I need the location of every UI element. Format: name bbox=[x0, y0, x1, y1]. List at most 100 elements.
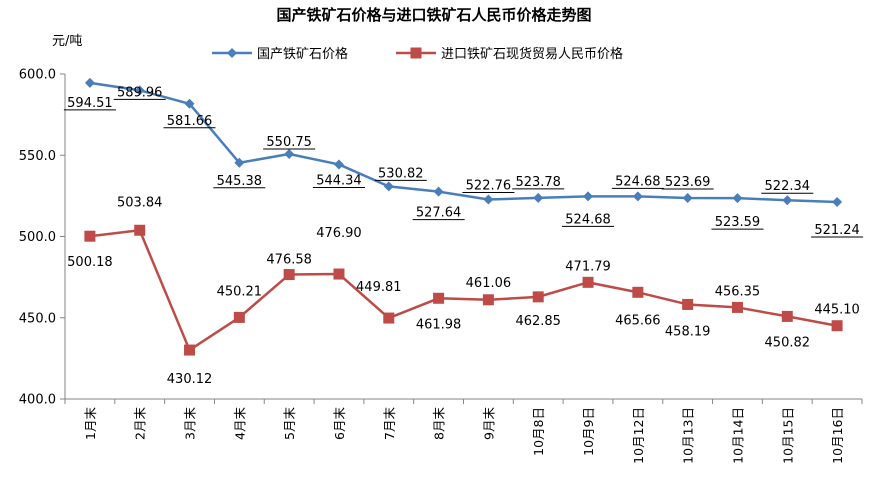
data-point-diamond bbox=[134, 85, 145, 96]
data-label: 550.75 bbox=[266, 135, 312, 150]
data-point-diamond bbox=[682, 193, 693, 204]
x-tick-label: 10月12日 bbox=[631, 407, 646, 464]
y-axis-unit-label: 元/吨 bbox=[52, 34, 82, 49]
data-label: 445.10 bbox=[814, 303, 860, 318]
data-point-square bbox=[383, 312, 395, 324]
x-tick-label: 9月末 bbox=[481, 407, 496, 440]
data-label: 545.38 bbox=[217, 174, 263, 189]
data-point-square bbox=[682, 298, 694, 310]
legend-item-import: 进口铁矿石现货贸易人民币价格 bbox=[396, 46, 623, 62]
x-tick-label: 6月末 bbox=[332, 407, 347, 440]
chart-title: 国产铁矿石价格与进口铁矿石人民币价格走势图 bbox=[276, 6, 591, 24]
axes: 400.0 450.0 500.0 550.0 600.0 1月末 2月末 3月末 4月末 5月末… bbox=[19, 68, 863, 464]
data-point-square bbox=[781, 310, 793, 322]
x-tick-label: 8月末 bbox=[432, 407, 447, 440]
data-point-diamond bbox=[782, 195, 793, 206]
data-label: 430.12 bbox=[167, 372, 213, 387]
data-label: 522.34 bbox=[765, 179, 811, 194]
data-point-square bbox=[84, 230, 96, 242]
data-label: 456.35 bbox=[715, 284, 761, 299]
data-point-square bbox=[433, 292, 445, 304]
data-point-square bbox=[333, 268, 345, 280]
data-label: 530.82 bbox=[378, 166, 424, 181]
series-domestic: 594.51 589.96 581.66 545.38 550.75 544.34 530.… bbox=[63, 77, 864, 238]
data-label: 523.78 bbox=[515, 175, 561, 190]
data-label: 544.34 bbox=[316, 173, 362, 188]
x-tick-label: 3月末 bbox=[183, 407, 198, 440]
series-line bbox=[89, 229, 838, 352]
y-tick-label: 400.0 bbox=[19, 393, 56, 408]
x-tick-label: 1月末 bbox=[83, 407, 98, 440]
series-import: 500.18 503.84 430.12 450.21 476.58 476.90 449.… bbox=[67, 195, 860, 387]
data-point-square bbox=[134, 224, 146, 236]
data-label: 594.51 bbox=[67, 96, 113, 111]
legend-label: 国产铁矿石价格 bbox=[257, 46, 348, 62]
x-tick-label: 10月16日 bbox=[830, 407, 845, 464]
data-point-square bbox=[831, 320, 843, 332]
data-label: 589.96 bbox=[117, 85, 163, 100]
data-label: 524.68 bbox=[565, 212, 611, 227]
data-label: 458.19 bbox=[665, 324, 711, 339]
legend: 国产铁矿石价格 进口铁矿石现货贸易人民币价格 bbox=[212, 46, 623, 62]
data-point-square bbox=[582, 276, 594, 288]
data-label: 523.59 bbox=[715, 215, 761, 230]
x-tick-label: 7月末 bbox=[382, 407, 397, 440]
data-label: 462.85 bbox=[515, 314, 561, 329]
data-point-diamond bbox=[383, 181, 394, 192]
data-label: 581.66 bbox=[167, 114, 213, 129]
legend-label: 进口铁矿石现货贸易人民币价格 bbox=[441, 46, 623, 62]
data-point-diamond bbox=[832, 196, 843, 207]
data-point-square bbox=[632, 286, 644, 298]
y-tick-label: 600.0 bbox=[19, 68, 56, 83]
data-point-diamond bbox=[533, 192, 544, 203]
data-point-diamond bbox=[84, 77, 95, 88]
data-label: 461.98 bbox=[416, 317, 462, 332]
data-point-diamond bbox=[483, 194, 494, 205]
data-label: 476.58 bbox=[266, 253, 312, 268]
data-label: 471.79 bbox=[565, 259, 611, 274]
data-point-square bbox=[233, 311, 245, 323]
y-tick-label: 550.0 bbox=[19, 149, 56, 164]
x-tick-label: 10月15日 bbox=[780, 407, 795, 464]
x-tick-label: 4月末 bbox=[232, 407, 247, 440]
data-point-diamond bbox=[433, 186, 444, 197]
data-point-square bbox=[184, 344, 196, 356]
data-label: 450.21 bbox=[217, 284, 263, 299]
data-label: 523.69 bbox=[665, 175, 711, 190]
data-label: 476.90 bbox=[316, 226, 362, 241]
data-label: 524.68 bbox=[615, 174, 661, 189]
x-tick-label: 10月8日 bbox=[531, 407, 546, 456]
x-tick-label: 2月末 bbox=[133, 407, 148, 440]
y-tick-label: 450.0 bbox=[19, 311, 56, 326]
plot-area: 594.51 589.96 581.66 545.38 550.75 544.34 530.… bbox=[63, 77, 864, 387]
data-label: 500.18 bbox=[67, 255, 113, 270]
data-point-diamond bbox=[632, 191, 643, 202]
data-point-square bbox=[532, 291, 544, 303]
x-tick-label: 5月末 bbox=[282, 407, 297, 440]
data-point-diamond bbox=[284, 149, 295, 160]
x-tick-label: 10月9日 bbox=[581, 407, 596, 456]
data-point-diamond bbox=[333, 159, 344, 170]
y-tick-label: 500.0 bbox=[19, 230, 56, 245]
x-tick-label: 10月13日 bbox=[681, 407, 696, 464]
data-label: 527.64 bbox=[416, 206, 462, 221]
data-label: 449.81 bbox=[356, 280, 402, 295]
data-point-diamond bbox=[234, 157, 245, 168]
legend-item-domestic: 国产铁矿石价格 bbox=[212, 46, 348, 62]
data-point-diamond bbox=[227, 48, 237, 58]
data-point-square bbox=[482, 294, 494, 306]
data-label: 465.66 bbox=[615, 313, 661, 328]
series-line bbox=[89, 81, 838, 204]
data-label: 503.84 bbox=[117, 195, 163, 210]
data-point-square bbox=[410, 47, 422, 59]
data-point-diamond bbox=[732, 193, 743, 204]
data-label: 450.82 bbox=[765, 335, 811, 350]
data-point-square bbox=[731, 301, 743, 313]
data-label: 461.06 bbox=[466, 276, 512, 291]
data-point-square bbox=[283, 269, 295, 281]
data-label: 522.76 bbox=[466, 179, 512, 194]
data-point-diamond bbox=[184, 98, 195, 109]
data-point-diamond bbox=[583, 191, 594, 202]
